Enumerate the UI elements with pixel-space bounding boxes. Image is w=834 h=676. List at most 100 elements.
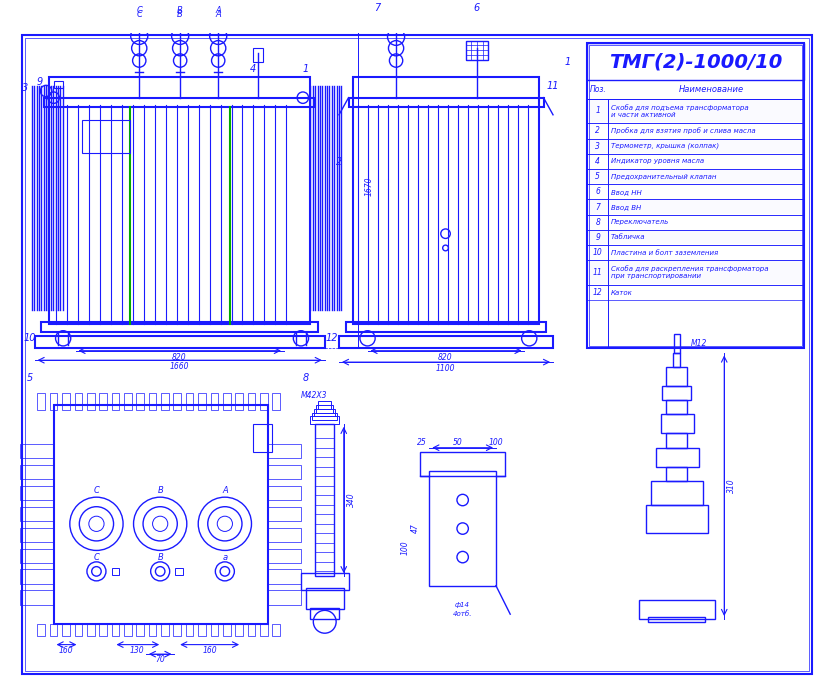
Bar: [186, 624, 193, 636]
Text: Наименование: Наименование: [678, 84, 743, 93]
Bar: [316, 405, 334, 412]
Bar: [301, 573, 349, 590]
Text: 3: 3: [595, 142, 600, 151]
Text: Пробка для взятия проб и слива масла: Пробка для взятия проб и слива масла: [611, 128, 756, 135]
Bar: [646, 505, 708, 533]
Text: и части активной: и части активной: [611, 112, 676, 118]
Text: C: C: [93, 486, 99, 495]
Text: 7: 7: [374, 3, 380, 14]
Text: Ввод ВН: Ввод ВН: [611, 204, 641, 210]
Text: 270: 270: [152, 0, 167, 2]
Bar: [315, 424, 334, 576]
Bar: [260, 393, 268, 410]
Bar: [53, 80, 63, 88]
Bar: [211, 393, 219, 410]
Bar: [648, 617, 706, 622]
Text: C: C: [136, 10, 142, 20]
Bar: [587, 169, 804, 185]
Text: ф14: ф14: [455, 602, 470, 608]
Bar: [124, 393, 132, 410]
Text: 1: 1: [303, 64, 309, 74]
Bar: [306, 589, 344, 610]
Bar: [349, 97, 544, 107]
Bar: [651, 481, 703, 505]
Text: Поз.: Поз.: [590, 84, 606, 93]
Bar: [41, 322, 318, 332]
Bar: [268, 507, 301, 521]
Text: Скоба для раскрепления трансформатора: Скоба для раскрепления трансформатора: [611, 266, 769, 272]
Text: 4: 4: [250, 64, 257, 74]
Bar: [268, 444, 301, 458]
Text: 5: 5: [27, 373, 33, 383]
Bar: [313, 412, 337, 420]
Text: при транспортировании: при транспортировании: [611, 274, 701, 279]
Bar: [87, 393, 94, 410]
Text: 12: 12: [325, 333, 338, 343]
Bar: [175, 568, 183, 575]
Bar: [587, 260, 804, 285]
Bar: [20, 507, 53, 521]
Bar: [20, 486, 53, 500]
Text: 11: 11: [547, 81, 560, 91]
Bar: [662, 386, 691, 400]
Bar: [587, 99, 804, 123]
Text: a: a: [223, 552, 228, 562]
Bar: [268, 465, 301, 479]
Text: 8: 8: [303, 373, 309, 383]
Text: A: A: [222, 486, 228, 495]
Bar: [87, 624, 94, 636]
Bar: [198, 393, 206, 410]
Bar: [248, 393, 255, 410]
Bar: [83, 120, 130, 153]
Text: 10: 10: [593, 248, 603, 257]
Bar: [268, 548, 301, 563]
Text: 10: 10: [23, 333, 36, 343]
Bar: [235, 624, 243, 636]
Bar: [588, 170, 803, 183]
Bar: [53, 405, 268, 624]
Bar: [339, 337, 553, 348]
Text: 160: 160: [470, 0, 485, 2]
Text: 6: 6: [474, 3, 480, 14]
Bar: [137, 393, 144, 410]
Bar: [49, 77, 310, 324]
Bar: [666, 466, 687, 481]
Text: 50: 50: [453, 439, 463, 448]
Bar: [587, 215, 804, 230]
Bar: [124, 624, 132, 636]
Bar: [273, 393, 280, 410]
Bar: [587, 43, 804, 348]
Text: ТМГ(2)-1000/10: ТМГ(2)-1000/10: [609, 52, 782, 71]
Text: 170: 170: [425, 0, 440, 2]
Bar: [268, 569, 301, 584]
Bar: [161, 393, 168, 410]
Bar: [254, 424, 273, 452]
Bar: [20, 590, 53, 604]
Bar: [112, 393, 119, 410]
Text: 2: 2: [595, 126, 600, 135]
Bar: [99, 393, 107, 410]
Bar: [639, 600, 715, 619]
Bar: [587, 185, 804, 199]
Bar: [260, 624, 268, 636]
Bar: [666, 400, 687, 414]
Text: B: B: [158, 486, 163, 495]
Bar: [587, 43, 804, 80]
Text: B: B: [178, 10, 183, 20]
Text: Переключатель: Переключатель: [611, 219, 670, 225]
Bar: [587, 123, 804, 139]
Bar: [588, 262, 803, 284]
Text: Скоба для подъема трансформатора: Скоба для подъема трансформатора: [611, 103, 749, 111]
Bar: [268, 590, 301, 604]
Bar: [112, 568, 119, 575]
Bar: [235, 393, 243, 410]
Bar: [148, 393, 156, 410]
Bar: [173, 393, 181, 410]
Bar: [588, 231, 803, 244]
Bar: [63, 393, 70, 410]
Text: B: B: [158, 552, 163, 562]
Bar: [173, 624, 181, 636]
Bar: [99, 624, 107, 636]
Bar: [310, 608, 339, 619]
Text: 1: 1: [595, 107, 600, 116]
